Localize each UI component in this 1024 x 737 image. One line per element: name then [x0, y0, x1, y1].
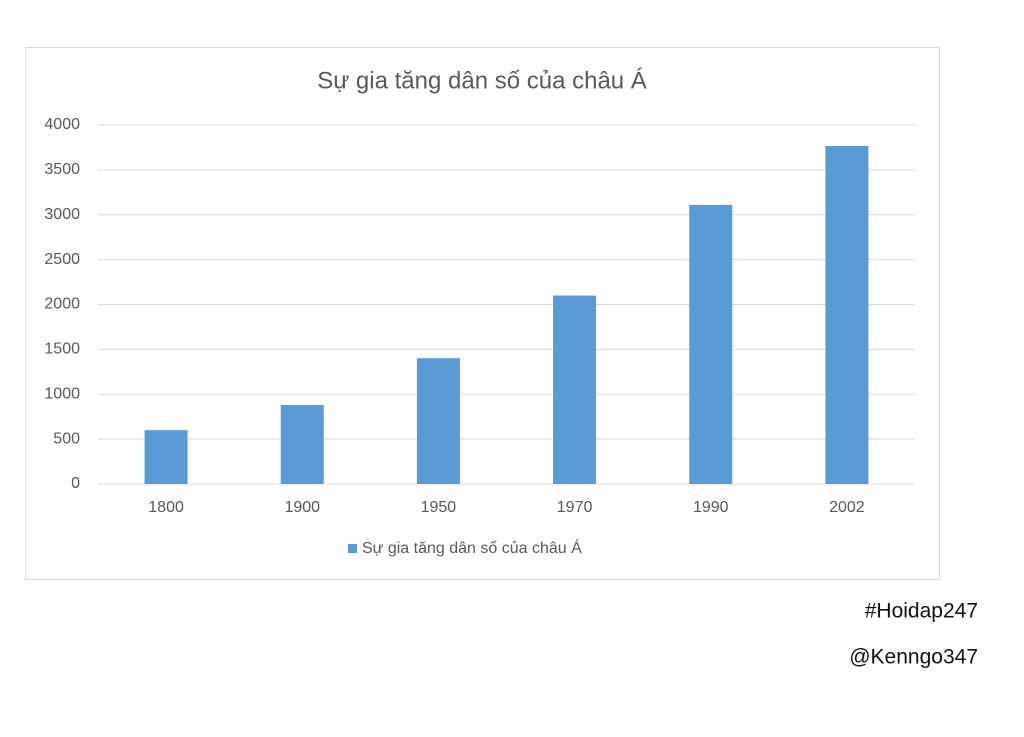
legend-swatch — [348, 544, 357, 553]
y-tick-label: 4000 — [44, 116, 80, 133]
bar — [416, 358, 460, 484]
y-tick-label: 1500 — [44, 341, 80, 358]
y-tick-label: 2000 — [44, 296, 80, 313]
x-tick-label: 1990 — [693, 499, 729, 516]
annotation: @Kenngo347 — [849, 646, 978, 669]
y-tick-label: 1000 — [44, 385, 80, 402]
bar — [144, 430, 188, 484]
x-tick-label: 2002 — [829, 499, 865, 516]
y-tick-label: 3000 — [44, 206, 80, 223]
bar — [825, 146, 869, 484]
x-tick-label: 1900 — [284, 499, 320, 516]
y-tick-label: 0 — [71, 475, 80, 492]
bar — [689, 204, 733, 484]
x-tick-label: 1950 — [421, 499, 457, 516]
chart-frame — [25, 47, 940, 580]
annotation: #Hoidap247 — [865, 600, 978, 623]
y-tick-label: 2500 — [44, 251, 80, 268]
y-tick-label: 500 — [53, 430, 80, 447]
bar — [553, 295, 597, 484]
legend-label: Sự gia tăng dân số của châu Á — [362, 538, 582, 557]
x-tick-label: 1970 — [557, 499, 593, 516]
x-tick-label: 1800 — [148, 499, 184, 516]
y-tick-label: 3500 — [44, 161, 80, 178]
bar — [280, 405, 324, 484]
chart-title: Sự gia tăng dân số của châu Á — [317, 67, 647, 94]
